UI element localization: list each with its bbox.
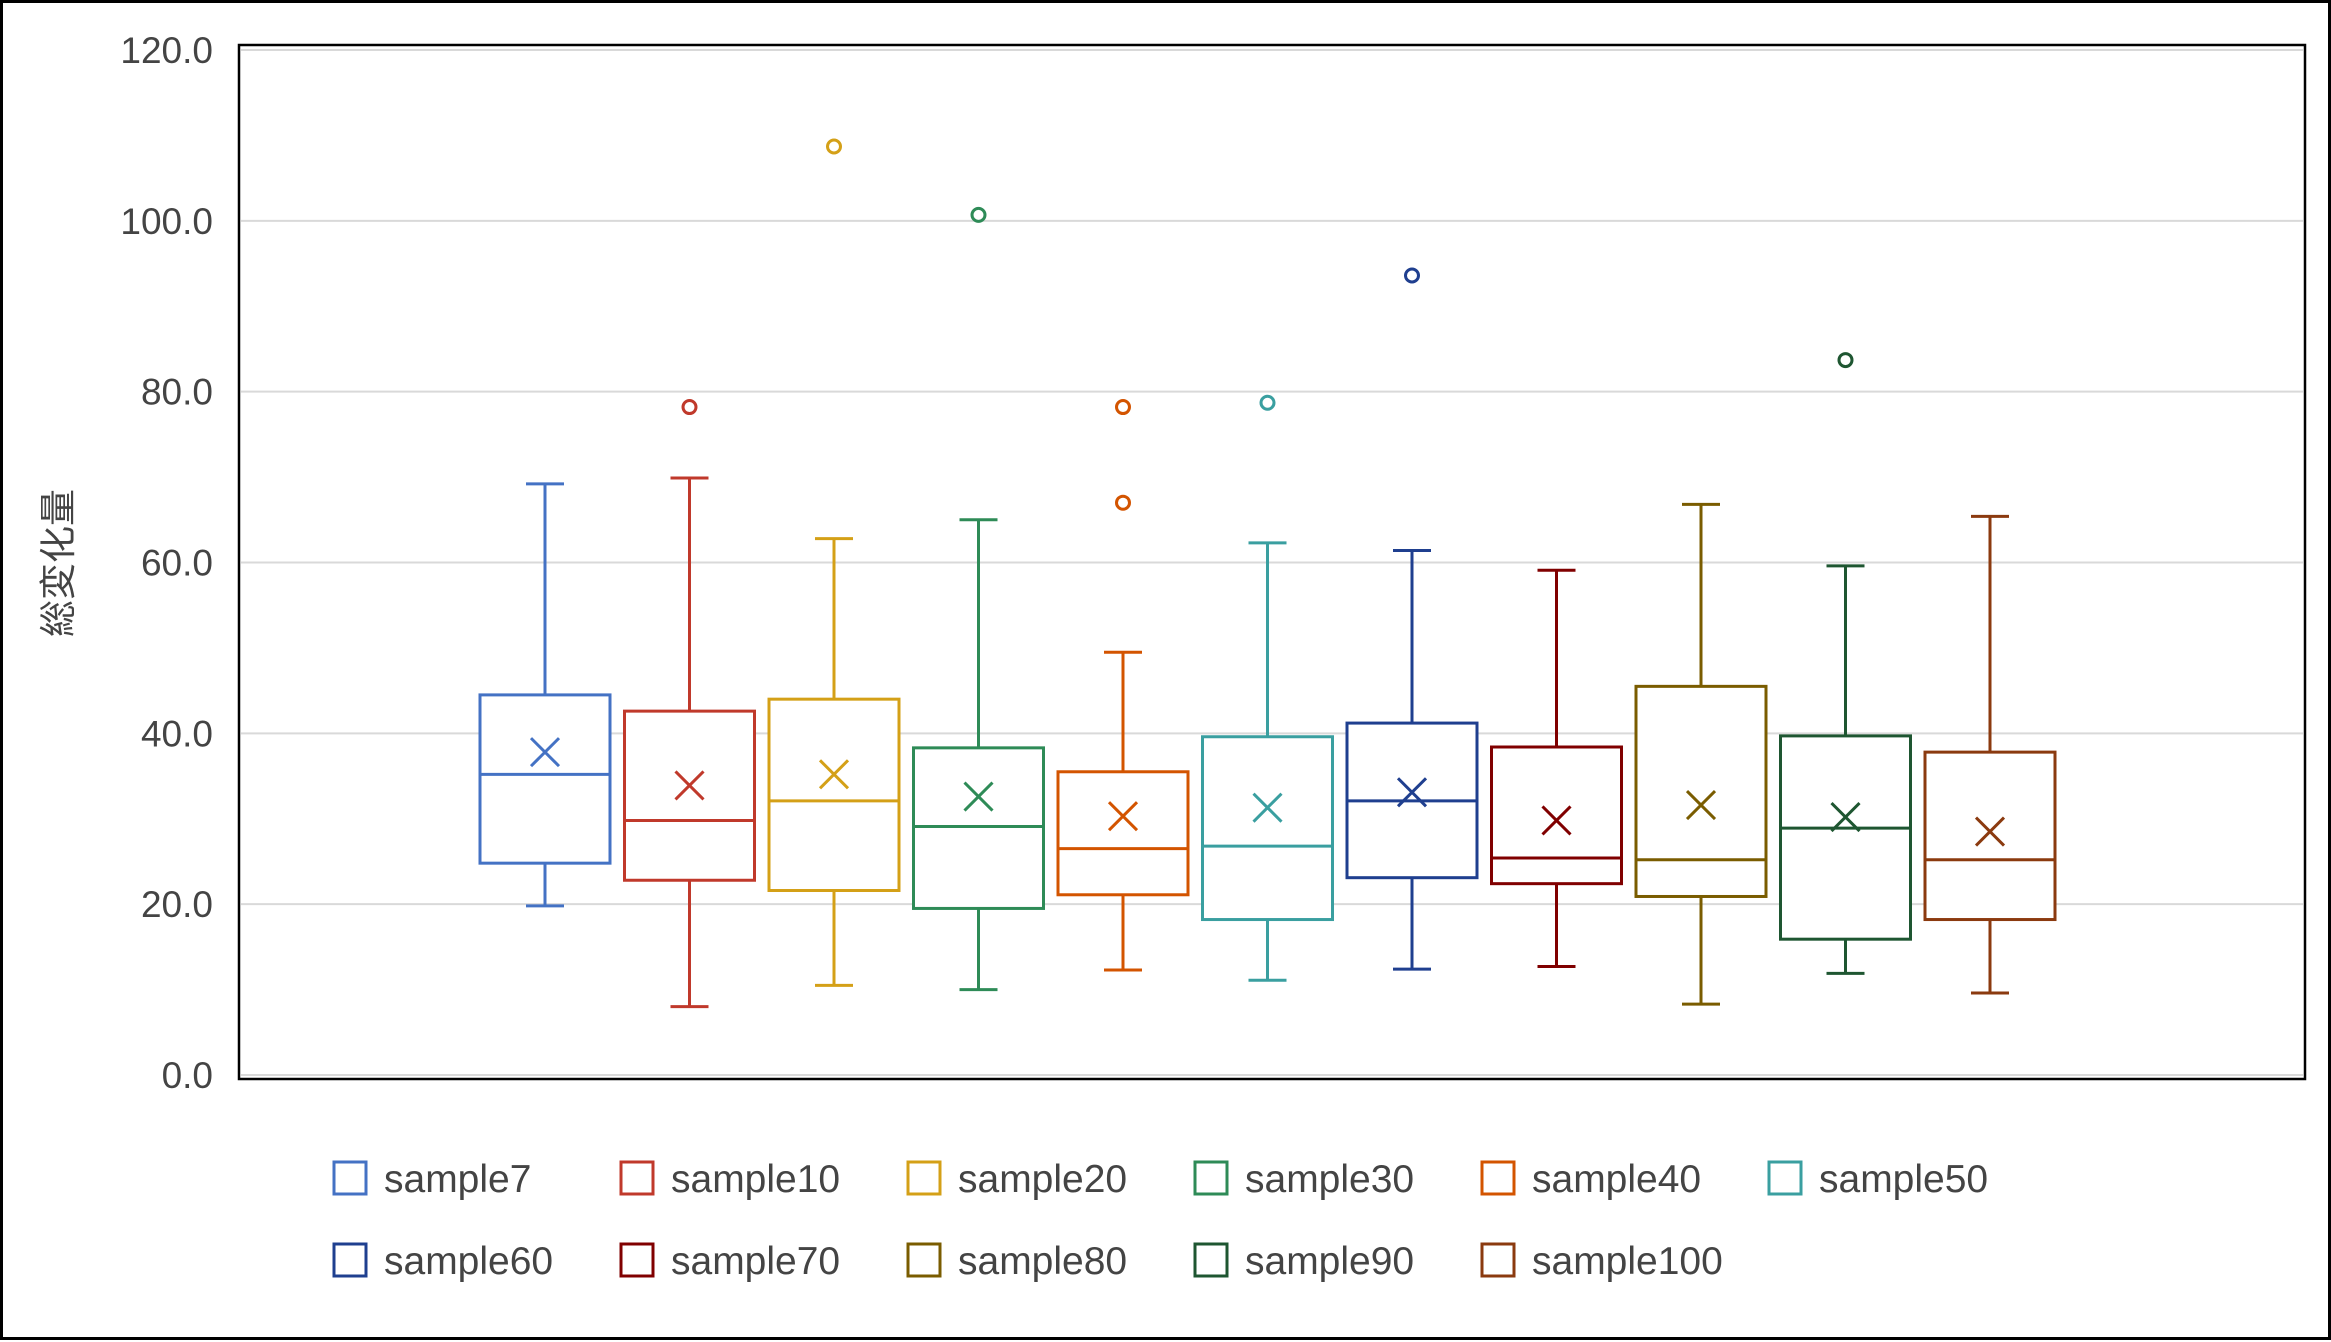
mean-marker (1107, 801, 1139, 832)
legend-label: sample7 (384, 1158, 531, 1201)
legend-item-sample40: sample40 (1480, 1158, 1701, 1201)
outlier-point (970, 206, 987, 223)
mean-marker (1396, 777, 1428, 808)
y-tick-label: 0.0 (162, 1055, 213, 1096)
box-series-layer (478, 138, 2057, 1009)
box-sample70 (1490, 568, 1623, 969)
box-sample10 (623, 399, 756, 1009)
y-tick-label: 20.0 (141, 884, 213, 925)
legend-swatch (906, 1242, 942, 1278)
outlier-point (1837, 352, 1854, 369)
legend-swatch (1480, 1160, 1516, 1196)
outlier-point (1115, 399, 1131, 416)
box-sample100 (1923, 514, 2057, 995)
legend-item-sample7: sample7 (332, 1158, 531, 1201)
box-sample90 (1779, 352, 1912, 975)
mean-marker (818, 759, 850, 790)
legend-label: sample20 (958, 1158, 1127, 1201)
legend-item-sample100: sample100 (1480, 1240, 1723, 1283)
mean-marker (1541, 805, 1572, 836)
y-axis-title: 総変化量 (38, 489, 79, 637)
y-tick-label: 60.0 (141, 543, 213, 584)
legend-label: sample90 (1245, 1240, 1414, 1283)
box-sample40 (1056, 399, 1190, 972)
iqr-box (1490, 745, 1623, 886)
legend-item-sample70: sample70 (619, 1240, 840, 1283)
iqr-box (912, 746, 1045, 910)
iqr-box (478, 693, 612, 865)
legend-swatch (332, 1160, 368, 1196)
legend-label: sample70 (671, 1240, 840, 1283)
outlier-point (1115, 494, 1131, 511)
y-tick-label: 120.0 (120, 30, 213, 71)
mean-marker (1830, 801, 1861, 833)
legend-label: sample30 (1245, 1158, 1414, 1201)
legend-label: sample50 (1819, 1158, 1988, 1201)
iqr-box (1634, 684, 1768, 898)
iqr-box (623, 709, 756, 882)
legend-item-sample30: sample30 (1193, 1158, 1414, 1201)
mean-marker (674, 770, 705, 801)
y-tick-label: 40.0 (141, 713, 213, 754)
iqr-box (1201, 735, 1334, 922)
legend-swatch (906, 1160, 942, 1196)
box-plot-chart: 0.0 20.0 40.0 60.0 80.0 100.0 120.0 総変化量 sampl… (38, 30, 2307, 1283)
legend-item-sample60: sample60 (332, 1240, 553, 1283)
legend-label: sample60 (384, 1240, 553, 1283)
outlier-point (1259, 394, 1276, 411)
iqr-box (1779, 734, 1912, 941)
legend-swatch (619, 1242, 655, 1278)
legend-swatch (1193, 1160, 1229, 1196)
legend-swatch (619, 1160, 655, 1196)
legend-swatch (1767, 1160, 1803, 1196)
y-axis-tick-labels: 0.0 20.0 40.0 60.0 80.0 100.0 120.0 (120, 30, 213, 1096)
box-sample50 (1201, 394, 1334, 982)
legend-swatch (332, 1242, 368, 1278)
legend-item-sample50: sample50 (1767, 1158, 1988, 1201)
legend-item-sample90: sample90 (1193, 1240, 1414, 1283)
legend-label: sample80 (958, 1240, 1127, 1283)
legend-item-sample10: sample10 (619, 1158, 840, 1201)
mean-marker (529, 737, 561, 768)
box-sample20 (767, 138, 901, 987)
legend-swatch (1193, 1242, 1229, 1278)
box-sample7 (478, 482, 612, 908)
y-tick-label: 80.0 (141, 372, 213, 413)
iqr-box (1056, 770, 1190, 897)
mean-marker (1974, 816, 2006, 847)
outlier-point (681, 399, 698, 416)
legend-label: sample10 (671, 1158, 840, 1201)
iqr-box (767, 697, 901, 893)
box-sample80 (1634, 502, 1768, 1006)
legend-swatch (1480, 1242, 1516, 1278)
outlier-point (826, 138, 842, 155)
legend-label: sample100 (1532, 1240, 1723, 1283)
iqr-box (1923, 750, 2057, 922)
outlier-point (1404, 267, 1420, 284)
mean-marker (1685, 790, 1717, 821)
legend-label: sample40 (1532, 1158, 1701, 1201)
legend: sample7 sample10 sample20 sample30 sample40 s… (332, 1158, 1988, 1283)
box-sample60 (1345, 267, 1479, 971)
box-sample30 (912, 206, 1045, 992)
mean-marker (963, 781, 994, 812)
legend-item-sample80: sample80 (906, 1240, 1127, 1283)
y-tick-label: 100.0 (120, 201, 213, 242)
mean-marker (1252, 792, 1283, 823)
legend-item-sample20: sample20 (906, 1158, 1127, 1201)
